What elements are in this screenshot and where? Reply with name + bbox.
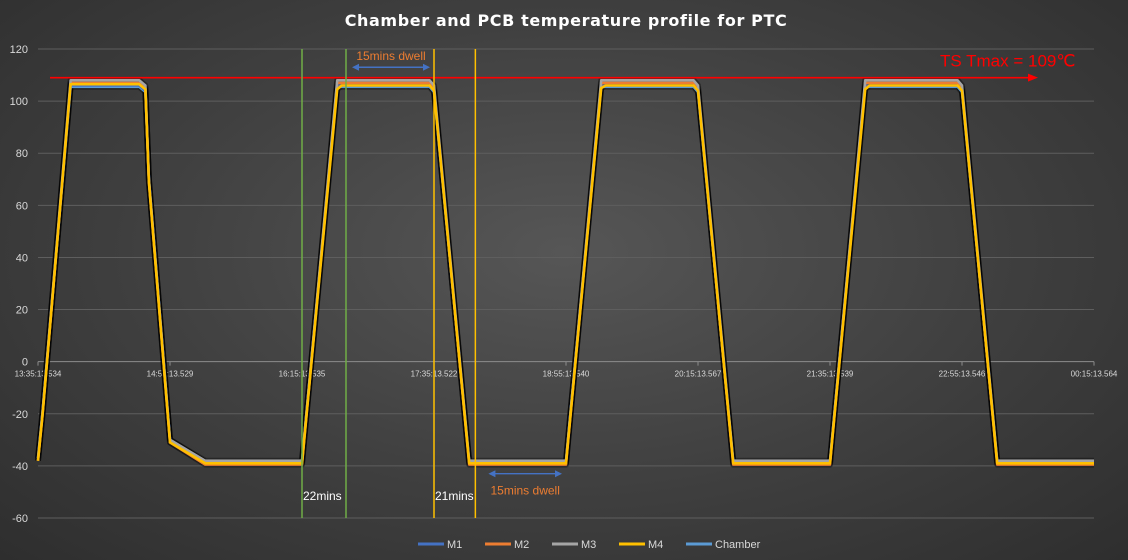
series-line-m4: [36, 82, 1094, 465]
series-layer: [35, 77, 1094, 468]
series-shadow-chamber: [35, 83, 1094, 465]
legend: M1 M2 M3 M4 Chamber: [418, 539, 761, 551]
x-tick-label: 13:35:13.534: [15, 370, 62, 379]
series-line-m2: [36, 81, 1094, 466]
y-tick-label: 80: [16, 148, 28, 160]
dwell-label: 15mins dwell: [356, 49, 425, 63]
legend-label-m2: M2: [514, 539, 529, 551]
annotations: 15mins dwell 15mins dwell 22mins 21mins: [303, 49, 562, 503]
series-line-m1: [36, 84, 1094, 464]
x-tick-label: 20:15:13.567: [675, 370, 722, 379]
x-tick-label: 18:55:13.540: [543, 370, 590, 379]
reference-lines: TS Tmax = 109℃: [50, 49, 1075, 518]
y-tick-label: -40: [12, 461, 28, 473]
x-tick-label: 00:15:13.564: [1071, 370, 1118, 379]
dwell-label: 15mins dwell: [491, 484, 560, 498]
tmax-arrowhead: [1028, 73, 1038, 82]
series-shadow-m3: [35, 77, 1094, 464]
series-shadow-m4: [35, 81, 1094, 467]
x-tick-label: 14:55:13.529: [147, 370, 194, 379]
y-tick-label: 100: [10, 96, 28, 108]
y-tick-label: 40: [16, 252, 28, 264]
y-tick-label: 60: [16, 200, 28, 212]
chart-title: Chamber and PCB temperature profile for …: [345, 11, 788, 30]
x-tick-label: 22:55:13.546: [939, 370, 986, 379]
y-tick-label: 20: [16, 305, 28, 317]
y-tick-label: -60: [12, 513, 28, 525]
series-line-m3: [36, 79, 1094, 463]
series-line-chamber: [36, 85, 1094, 464]
legend-label-m4: M4: [648, 539, 663, 551]
y-tick-label: 120: [10, 44, 28, 56]
dwell-arrowhead-left: [488, 470, 496, 478]
gap-label: 22mins: [303, 489, 342, 503]
x-axis-ticks: 13:35:13.53414:55:13.52916:15:13.53517:3…: [15, 361, 1118, 379]
y-axis-ticks: -60 -40 -20 0 20 40 60 80 100 120: [10, 44, 28, 525]
series-shadow-m2: [35, 79, 1094, 468]
legend-label-chamber: Chamber: [715, 539, 761, 551]
gap-label: 21mins: [435, 489, 474, 503]
legend-label-m1: M1: [447, 539, 462, 551]
tmax-label: TS Tmax = 109℃: [940, 52, 1075, 71]
dwell-arrowhead-left: [352, 63, 359, 71]
dwell-arrowhead-right: [423, 63, 430, 71]
y-tick-label: 0: [22, 357, 28, 369]
dwell-arrowhead-right: [555, 470, 562, 478]
legend-label-m3: M3: [581, 539, 596, 551]
x-tick-label: 21:35:13.539: [807, 370, 854, 379]
y-tick-label: -20: [12, 409, 28, 421]
series-shadow-m1: [35, 82, 1094, 465]
